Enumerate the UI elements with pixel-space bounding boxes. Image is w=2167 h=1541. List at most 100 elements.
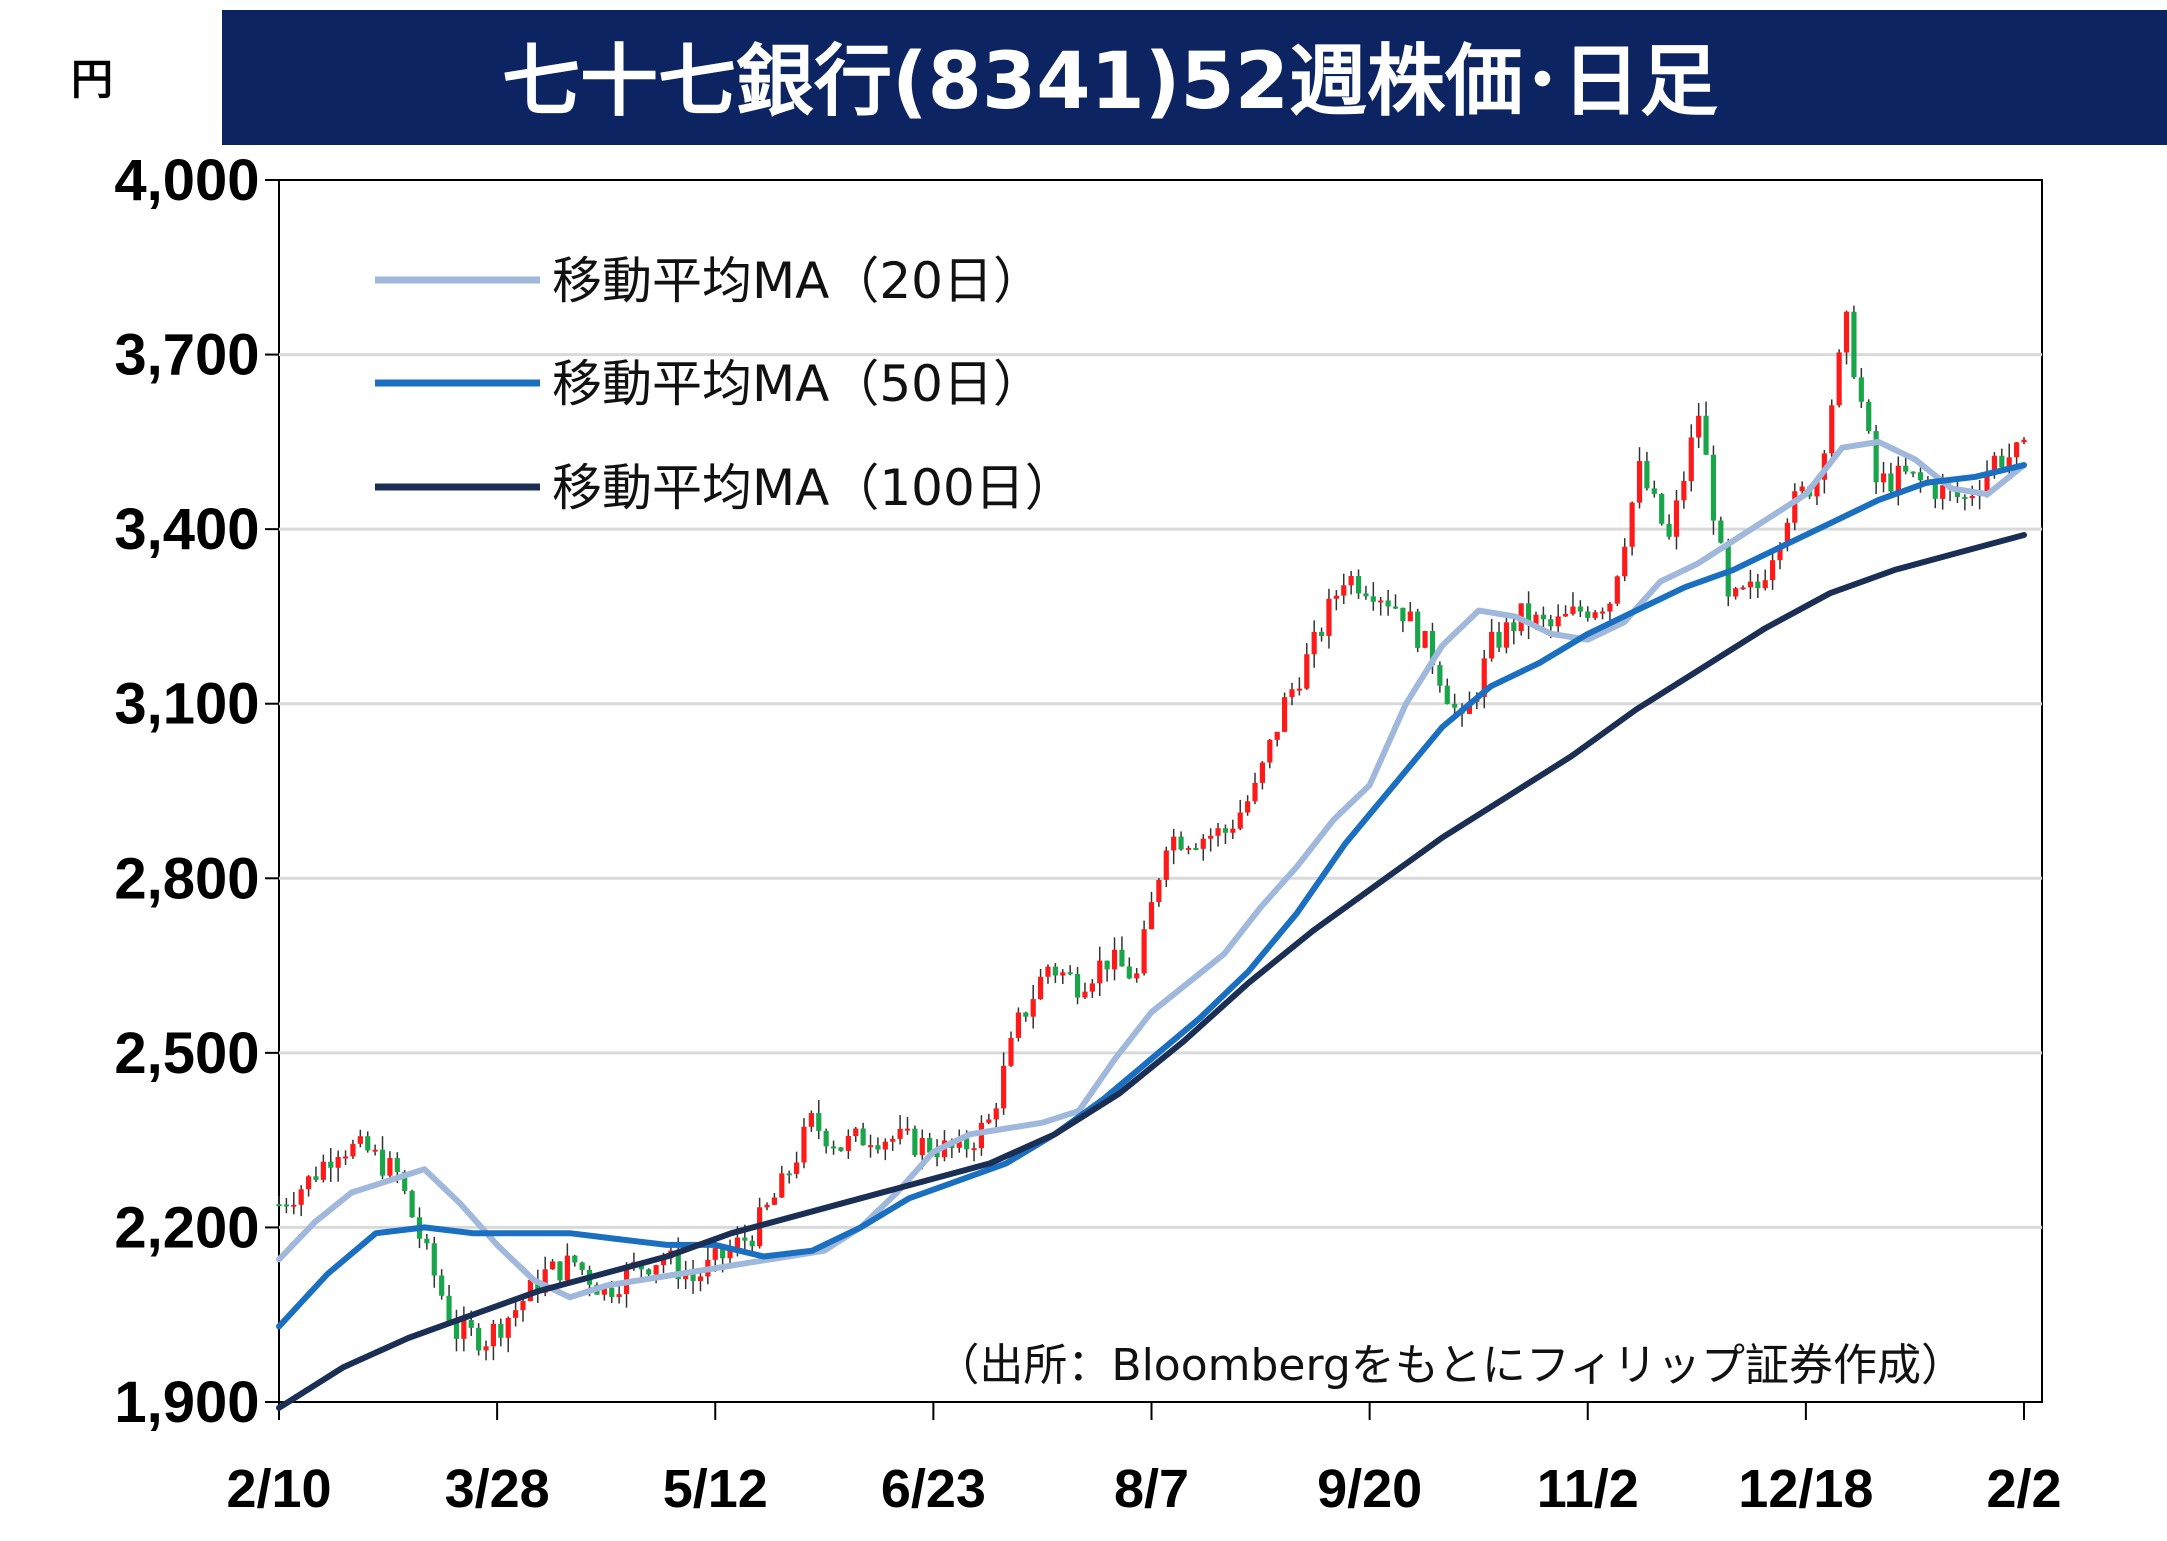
candle-body-81 — [875, 1145, 881, 1150]
candle-body-32 — [513, 1310, 519, 1318]
candle-2 — [291, 1191, 297, 1215]
x-tick-label-0: 2/10 — [226, 1459, 331, 1519]
candle-158 — [1444, 678, 1450, 705]
candle-40 — [572, 1254, 578, 1267]
candle-body-93 — [964, 1138, 970, 1150]
candle-body-143 — [1333, 595, 1339, 599]
candle-217 — [1880, 461, 1887, 493]
candle-143 — [1333, 590, 1339, 611]
candle-body-220 — [1903, 465, 1909, 472]
candle-127 — [1215, 822, 1221, 847]
candle-79 — [860, 1122, 866, 1146]
x-tick-label-8: 2/2 — [1986, 1459, 2061, 1519]
candle-body-102 — [1030, 999, 1036, 1017]
candle-body-184 — [1636, 461, 1643, 503]
candle-body-27 — [476, 1327, 482, 1351]
candle-24 — [453, 1309, 460, 1352]
candle-body-132 — [1252, 782, 1258, 802]
candle-body-127 — [1215, 828, 1221, 836]
candle-body-187 — [1659, 493, 1665, 524]
candle-137 — [1289, 682, 1295, 706]
candle-27 — [476, 1323, 482, 1356]
legend-label-ma100: 移動平均MA（100日） — [552, 459, 1075, 517]
candle-128 — [1222, 824, 1229, 845]
candle-body-126 — [1208, 835, 1214, 839]
candle-4 — [305, 1175, 312, 1197]
candle-214 — [1858, 367, 1864, 408]
candle-body-155 — [1422, 631, 1428, 648]
candle-body-177 — [1585, 611, 1591, 618]
candle-body-1 — [283, 1204, 289, 1207]
candle-186 — [1651, 480, 1657, 498]
candle-body-96 — [986, 1119, 992, 1123]
candle-body-79 — [860, 1128, 866, 1146]
candle-15 — [387, 1151, 393, 1180]
candle-138 — [1296, 677, 1302, 696]
candle-body-26 — [468, 1319, 474, 1328]
candle-body-136 — [1282, 697, 1288, 732]
candle-106 — [1060, 969, 1066, 985]
candle-body-131 — [1245, 801, 1251, 813]
candle-body-15 — [387, 1158, 393, 1176]
candle-body-221 — [1910, 471, 1916, 474]
candle-body-108 — [1074, 973, 1081, 998]
candle-body-167 — [1511, 622, 1517, 631]
candle-body-122 — [1178, 836, 1184, 850]
candle-28 — [483, 1340, 489, 1361]
candle-107 — [1067, 965, 1073, 976]
candle-201 — [1762, 569, 1768, 591]
candle-body-171 — [1540, 614, 1546, 620]
candle-body-22 — [439, 1275, 445, 1296]
candle-134 — [1267, 738, 1273, 769]
candle-176 — [1577, 600, 1583, 618]
candle-50 — [646, 1268, 652, 1278]
candle-body-31 — [505, 1317, 511, 1338]
candle-body-157 — [1437, 665, 1443, 686]
candle-body-191 — [1688, 437, 1694, 481]
candle-13 — [372, 1144, 378, 1156]
candle-14 — [379, 1136, 386, 1180]
candle-104 — [1045, 964, 1051, 984]
candle-3 — [298, 1185, 304, 1217]
y-axis: 1,900 2,200 2,500 2,800 3,100 3,400 3,700 4,000 — [114, 148, 279, 1435]
candle-body-125 — [1200, 838, 1206, 849]
candle-39 — [564, 1243, 570, 1283]
candle-body-71 — [801, 1126, 807, 1163]
x-tick-label-1: 3/28 — [445, 1459, 550, 1519]
candle-215 — [1866, 399, 1872, 434]
candle-129 — [1230, 819, 1236, 840]
candle-141 — [1318, 627, 1325, 642]
candle-body-114 — [1119, 949, 1125, 967]
candle-126 — [1208, 828, 1214, 852]
y-tick-label-3: 2,800 — [114, 846, 259, 911]
source-note: （出所：Bloombergをもとにフィリップ証券作成） — [935, 1340, 1965, 1391]
moving-average-lines — [276, 438, 2027, 1411]
candle-187 — [1659, 492, 1665, 526]
candle-82 — [882, 1138, 888, 1161]
candle-body-76 — [838, 1147, 844, 1151]
candle-182 — [1622, 538, 1628, 582]
candle-122 — [1178, 831, 1184, 851]
candle-body-159 — [1452, 703, 1458, 708]
candle-76 — [838, 1146, 844, 1152]
candle-body-85 — [904, 1128, 911, 1131]
candle-body-158 — [1444, 685, 1450, 704]
candle-98 — [1001, 1052, 1007, 1115]
candle-body-30 — [498, 1323, 504, 1338]
candle-body-182 — [1622, 546, 1628, 577]
candle-body-154 — [1415, 611, 1421, 648]
candle-body-107 — [1067, 972, 1073, 975]
candle-body-6 — [320, 1161, 326, 1180]
candle-18 — [409, 1189, 415, 1218]
candle-body-12 — [365, 1136, 371, 1151]
candle-body-134 — [1267, 739, 1273, 763]
legend-label-ma50: 移動平均MA（50日） — [552, 355, 1043, 413]
candle-101 — [1023, 1011, 1029, 1022]
candle-body-172 — [1548, 619, 1554, 627]
candle-100 — [1015, 1007, 1021, 1042]
candle-body-73 — [816, 1113, 822, 1131]
candle-body-92 — [956, 1138, 962, 1148]
candle-20 — [424, 1233, 430, 1250]
candle-64 — [749, 1235, 755, 1254]
candle-body-190 — [1681, 480, 1687, 501]
